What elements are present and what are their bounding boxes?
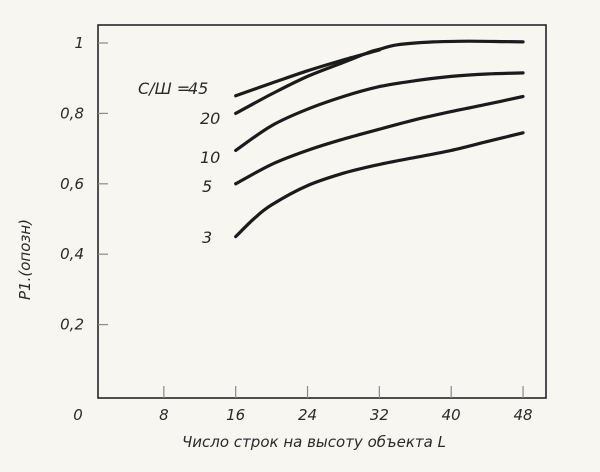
x-axis-label: Число строк на высоту объекта L xyxy=(182,433,446,451)
y-tick-labels: 1 0,8 0,6 0,4 0,2 xyxy=(60,34,84,334)
series-label-5: 5 xyxy=(202,177,212,196)
series-line-5 xyxy=(234,94,525,186)
series-label-20: 20 xyxy=(200,109,220,128)
x-tick-label: 32 xyxy=(370,406,389,424)
x-tick-label: 40 xyxy=(442,406,461,424)
series-line-3 xyxy=(234,131,525,239)
plot-frame xyxy=(97,24,547,399)
x-tick-label: 48 xyxy=(513,406,532,424)
series-labels: 45 20 10 5 3 xyxy=(188,79,220,247)
y-tick-label: 0,6 xyxy=(60,175,84,193)
y-tick-label: 0,2 xyxy=(60,316,84,334)
y-tick-label: 0,8 xyxy=(60,104,84,122)
y-tick-label: 1 xyxy=(74,34,84,52)
x-tick-label: 24 xyxy=(298,406,317,424)
x-tick-labels: 0 8 16 24 32 40 48 xyxy=(73,406,532,424)
series-label-10: 10 xyxy=(200,148,220,167)
y-tick-label: 0,4 xyxy=(60,245,84,263)
series-label-3: 3 xyxy=(202,228,212,247)
series-line-20 xyxy=(234,39,525,115)
tick-marks xyxy=(98,42,524,398)
x-tick-label: 0 xyxy=(73,406,83,424)
series-label-45: 45 xyxy=(188,79,208,98)
y-axis-label: P1.(опозн) xyxy=(16,219,34,300)
x-tick-label: 8 xyxy=(159,406,169,424)
legend-title: С/Ш = xyxy=(138,79,190,98)
series-line-10 xyxy=(234,71,525,152)
x-tick-label: 16 xyxy=(226,406,245,424)
series-curves xyxy=(234,39,525,239)
